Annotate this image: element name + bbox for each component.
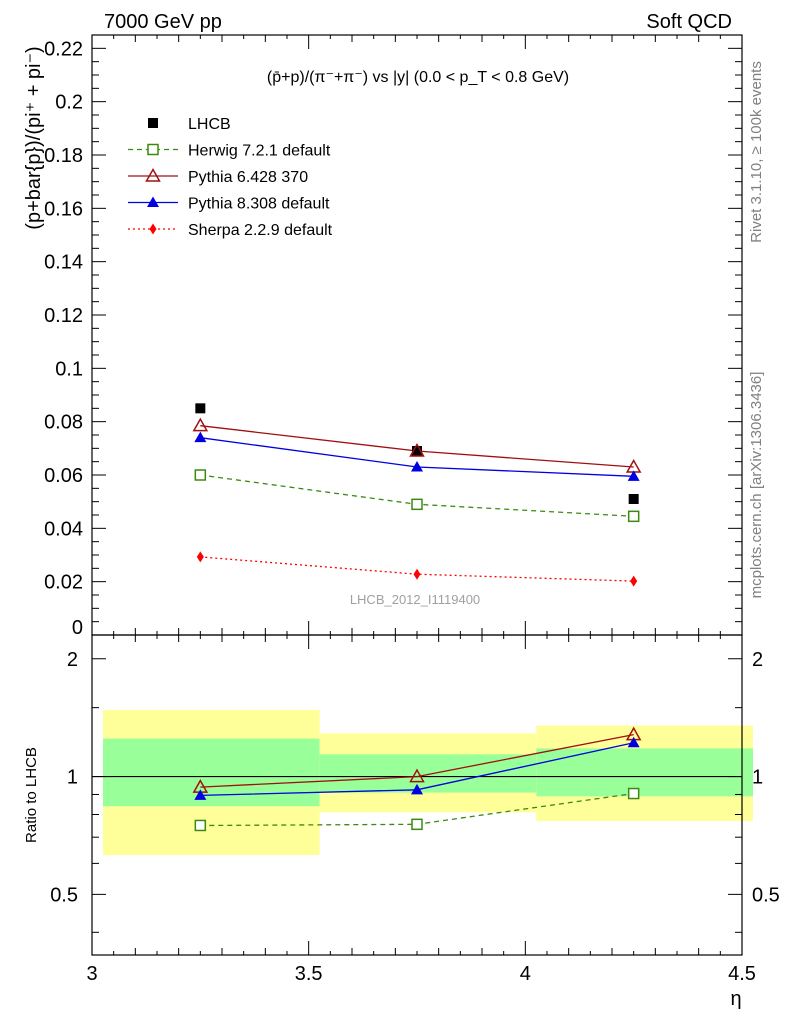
pythia6-ratio-point xyxy=(409,768,425,783)
legend-marker xyxy=(148,118,158,128)
sherpa-line xyxy=(200,556,634,582)
x-tick-label: 4.5 xyxy=(728,963,756,985)
herwig-ratio-point xyxy=(194,819,207,832)
pythia6-ratio-line xyxy=(200,733,634,788)
x-tick-label: 3.5 xyxy=(295,963,323,985)
ratio-y-axis-label: Ratio to LHCB xyxy=(23,747,40,843)
analysis-watermark: LHCB_2012_I1119400 xyxy=(350,592,480,607)
header-left-label: 7000 GeV pp xyxy=(104,11,222,33)
pythia8-ratio-point xyxy=(411,783,423,795)
herwig-line xyxy=(200,474,634,517)
main-panel: 0 0.02 0.04 0.06 0.08 0.1 0.12 0.14 0.16 0.18 0.2 0… xyxy=(23,34,743,639)
legend-entry: Pythia 8.308 default xyxy=(188,196,330,213)
herwig-point xyxy=(194,469,207,481)
legend-marker xyxy=(145,167,161,182)
legend: LHCB Herwig 7.2.1 default Pythia 6.428 370… xyxy=(128,116,333,239)
herwig-ratio-point xyxy=(627,787,640,800)
herwig-point xyxy=(627,510,640,523)
ratio-y-tick-label-right: 0.5 xyxy=(752,884,780,906)
sherpa-point xyxy=(413,568,421,580)
herwig-point xyxy=(411,498,423,511)
main-y-axis-label: (p+bar{p})/(pi⁺ + pi⁻) xyxy=(23,46,45,229)
pythia8-point xyxy=(411,461,423,472)
uncertainty-band-inner xyxy=(536,748,753,797)
y-tick-label: 0.22 xyxy=(44,38,83,60)
legend-marker xyxy=(147,196,159,207)
ratio-y-tick-label-left: 2 xyxy=(67,649,78,671)
y-tick-label: 0.14 xyxy=(44,252,83,274)
legend-marker xyxy=(149,223,157,235)
ratio-y-tick-label-left: 1 xyxy=(67,767,78,789)
y-tick-label: 0.18 xyxy=(44,145,83,167)
header-right-label: Soft QCD xyxy=(646,11,732,33)
y-tick-label: 0.1 xyxy=(55,358,83,380)
ratio-panel: 0.5 0.5 1 1 2 2 3 3.5 4 4.5 Ratio to LHCB η xyxy=(23,634,780,1010)
sherpa-point xyxy=(630,575,638,587)
pythia8-ratio-point xyxy=(627,736,640,748)
pythia8-point xyxy=(194,431,207,443)
y-tick-label: 0.2 xyxy=(55,92,83,114)
pythia8-ratio-point xyxy=(194,789,207,800)
ratio-y-tick-label-right: 1 xyxy=(752,767,763,789)
herwig-ratio-point xyxy=(411,818,423,831)
ratio-y-tick-label-right: 2 xyxy=(752,649,763,671)
pythia8-point xyxy=(627,470,640,481)
pythia6-point xyxy=(409,442,425,457)
y-tick-label: 0.16 xyxy=(44,198,83,220)
data-point xyxy=(195,403,206,414)
legend-entry: LHCB xyxy=(188,116,231,133)
y-tick-label: 0.12 xyxy=(44,305,83,327)
legend-entry: Pythia 6.428 370 xyxy=(188,169,308,186)
y-tick-label: 0.02 xyxy=(44,572,83,594)
ratio-y-tick-label-left: 0.5 xyxy=(50,884,78,906)
y-tick-label: 0.06 xyxy=(44,465,83,487)
x-axis-label: η xyxy=(730,988,741,1010)
y-tick-label: 0.04 xyxy=(44,518,83,540)
sherpa-point xyxy=(196,551,204,563)
main-title: (p̄+p)/(π⁻+π⁻) vs |y| (0.0 < p_T < 0.8 G… xyxy=(267,69,569,86)
legend-entry: Sherpa 2.2.9 default xyxy=(188,222,333,239)
legend-marker xyxy=(147,143,159,156)
y-tick-label: 0.08 xyxy=(44,412,83,434)
uncertainty-band-inner xyxy=(103,738,320,807)
y-tick-label: 0 xyxy=(72,617,83,639)
rivet-version-label: Rivet 3.1.10, ≥ 100k events xyxy=(748,61,765,243)
pythia6-point xyxy=(192,417,209,432)
data-point xyxy=(628,494,639,504)
mcplots-reference-label: mcplots.cern.ch [arXiv:1306.3436] xyxy=(748,372,765,599)
x-tick-label: 4 xyxy=(520,963,531,985)
data-point xyxy=(412,446,422,456)
x-tick-label: 3 xyxy=(86,963,97,985)
legend-entry: Herwig 7.2.1 default xyxy=(188,143,331,160)
